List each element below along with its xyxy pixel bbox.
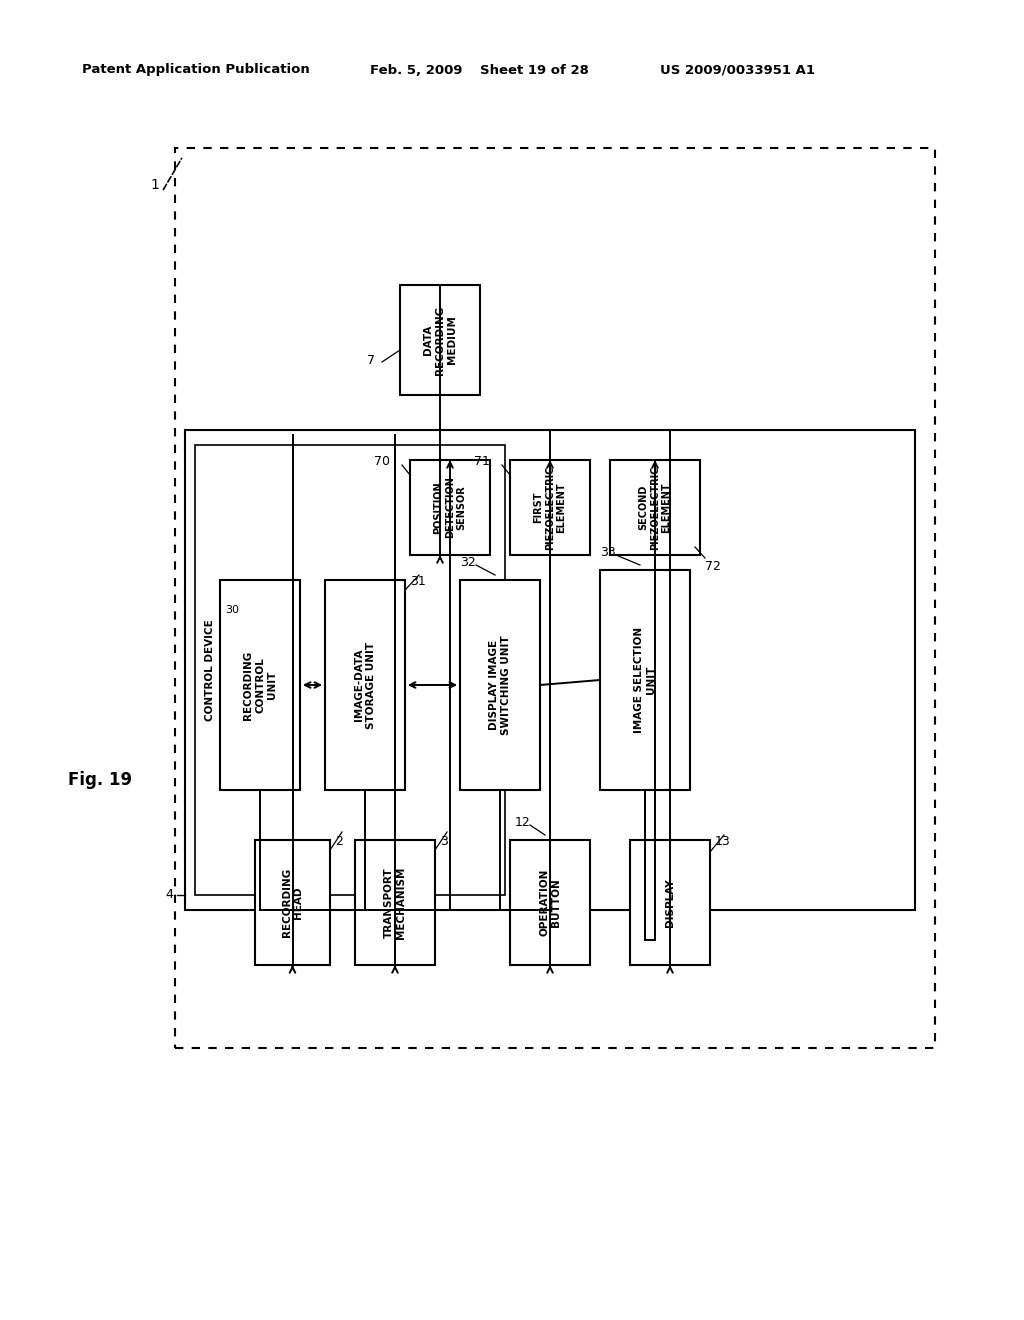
Bar [600,570,690,789]
Text: DATA
RECORDING
MEDIUM: DATA RECORDING MEDIUM [423,305,457,375]
Text: 3: 3 [440,836,447,847]
Text: Sheet 19 of 28: Sheet 19 of 28 [480,63,589,77]
Bar [410,459,490,554]
Bar [255,840,330,965]
Text: IMAGE-DATA
STORAGE UNIT: IMAGE-DATA STORAGE UNIT [354,642,376,729]
Text: Feb. 5, 2009: Feb. 5, 2009 [370,63,463,77]
Text: POSITION
DETECTION
SENSOR: POSITION DETECTION SENSOR [433,477,467,539]
Text: TRANSPORT
MECHANISM: TRANSPORT MECHANISM [384,866,406,939]
Text: DISPLAY: DISPLAY [665,878,675,927]
Text: 12: 12 [515,816,530,829]
Bar [630,840,710,965]
Text: RECORDING
CONTROL
UNIT: RECORDING CONTROL UNIT [244,651,276,719]
Text: RECORDING
HEAD: RECORDING HEAD [282,867,303,937]
Bar [610,459,700,554]
Text: 70: 70 [374,455,390,469]
Text: SECOND
PIEZOELECTRIC
ELEMENT: SECOND PIEZOELECTRIC ELEMENT [638,466,672,549]
Bar [460,579,540,789]
Text: Fig. 19: Fig. 19 [68,771,132,789]
Text: IMAGE SELECTION
UNIT: IMAGE SELECTION UNIT [634,627,655,733]
Text: CONTROL DEVICE: CONTROL DEVICE [205,619,215,721]
Bar [175,148,935,1048]
Text: 2: 2 [335,836,343,847]
Text: OPERATION
BUTTON: OPERATION BUTTON [540,869,561,936]
Bar [510,459,590,554]
Text: 4: 4 [165,888,173,902]
Text: 33: 33 [600,545,615,558]
Text: DISPLAY IMAGE
SWITCHING UNIT: DISPLAY IMAGE SWITCHING UNIT [489,635,511,735]
Bar [325,579,406,789]
Text: 13: 13 [715,836,731,847]
Text: 1: 1 [151,178,160,191]
Text: FIRST
PIEZOELECTRIC
ELEMENT: FIRST PIEZOELECTRIC ELEMENT [534,466,566,549]
Text: 71: 71 [474,455,490,469]
Text: 72: 72 [705,560,721,573]
Bar [195,445,505,895]
Text: US 2009/0033951 A1: US 2009/0033951 A1 [660,63,815,77]
Bar [510,840,590,965]
Text: Patent Application Publication: Patent Application Publication [82,63,309,77]
Bar [355,840,435,965]
Bar [185,430,915,909]
Text: 7: 7 [367,354,375,367]
Text: 30: 30 [225,605,239,615]
Text: 31: 31 [410,576,426,587]
Bar [400,285,480,395]
Text: 32: 32 [460,556,476,569]
Bar [220,579,300,789]
